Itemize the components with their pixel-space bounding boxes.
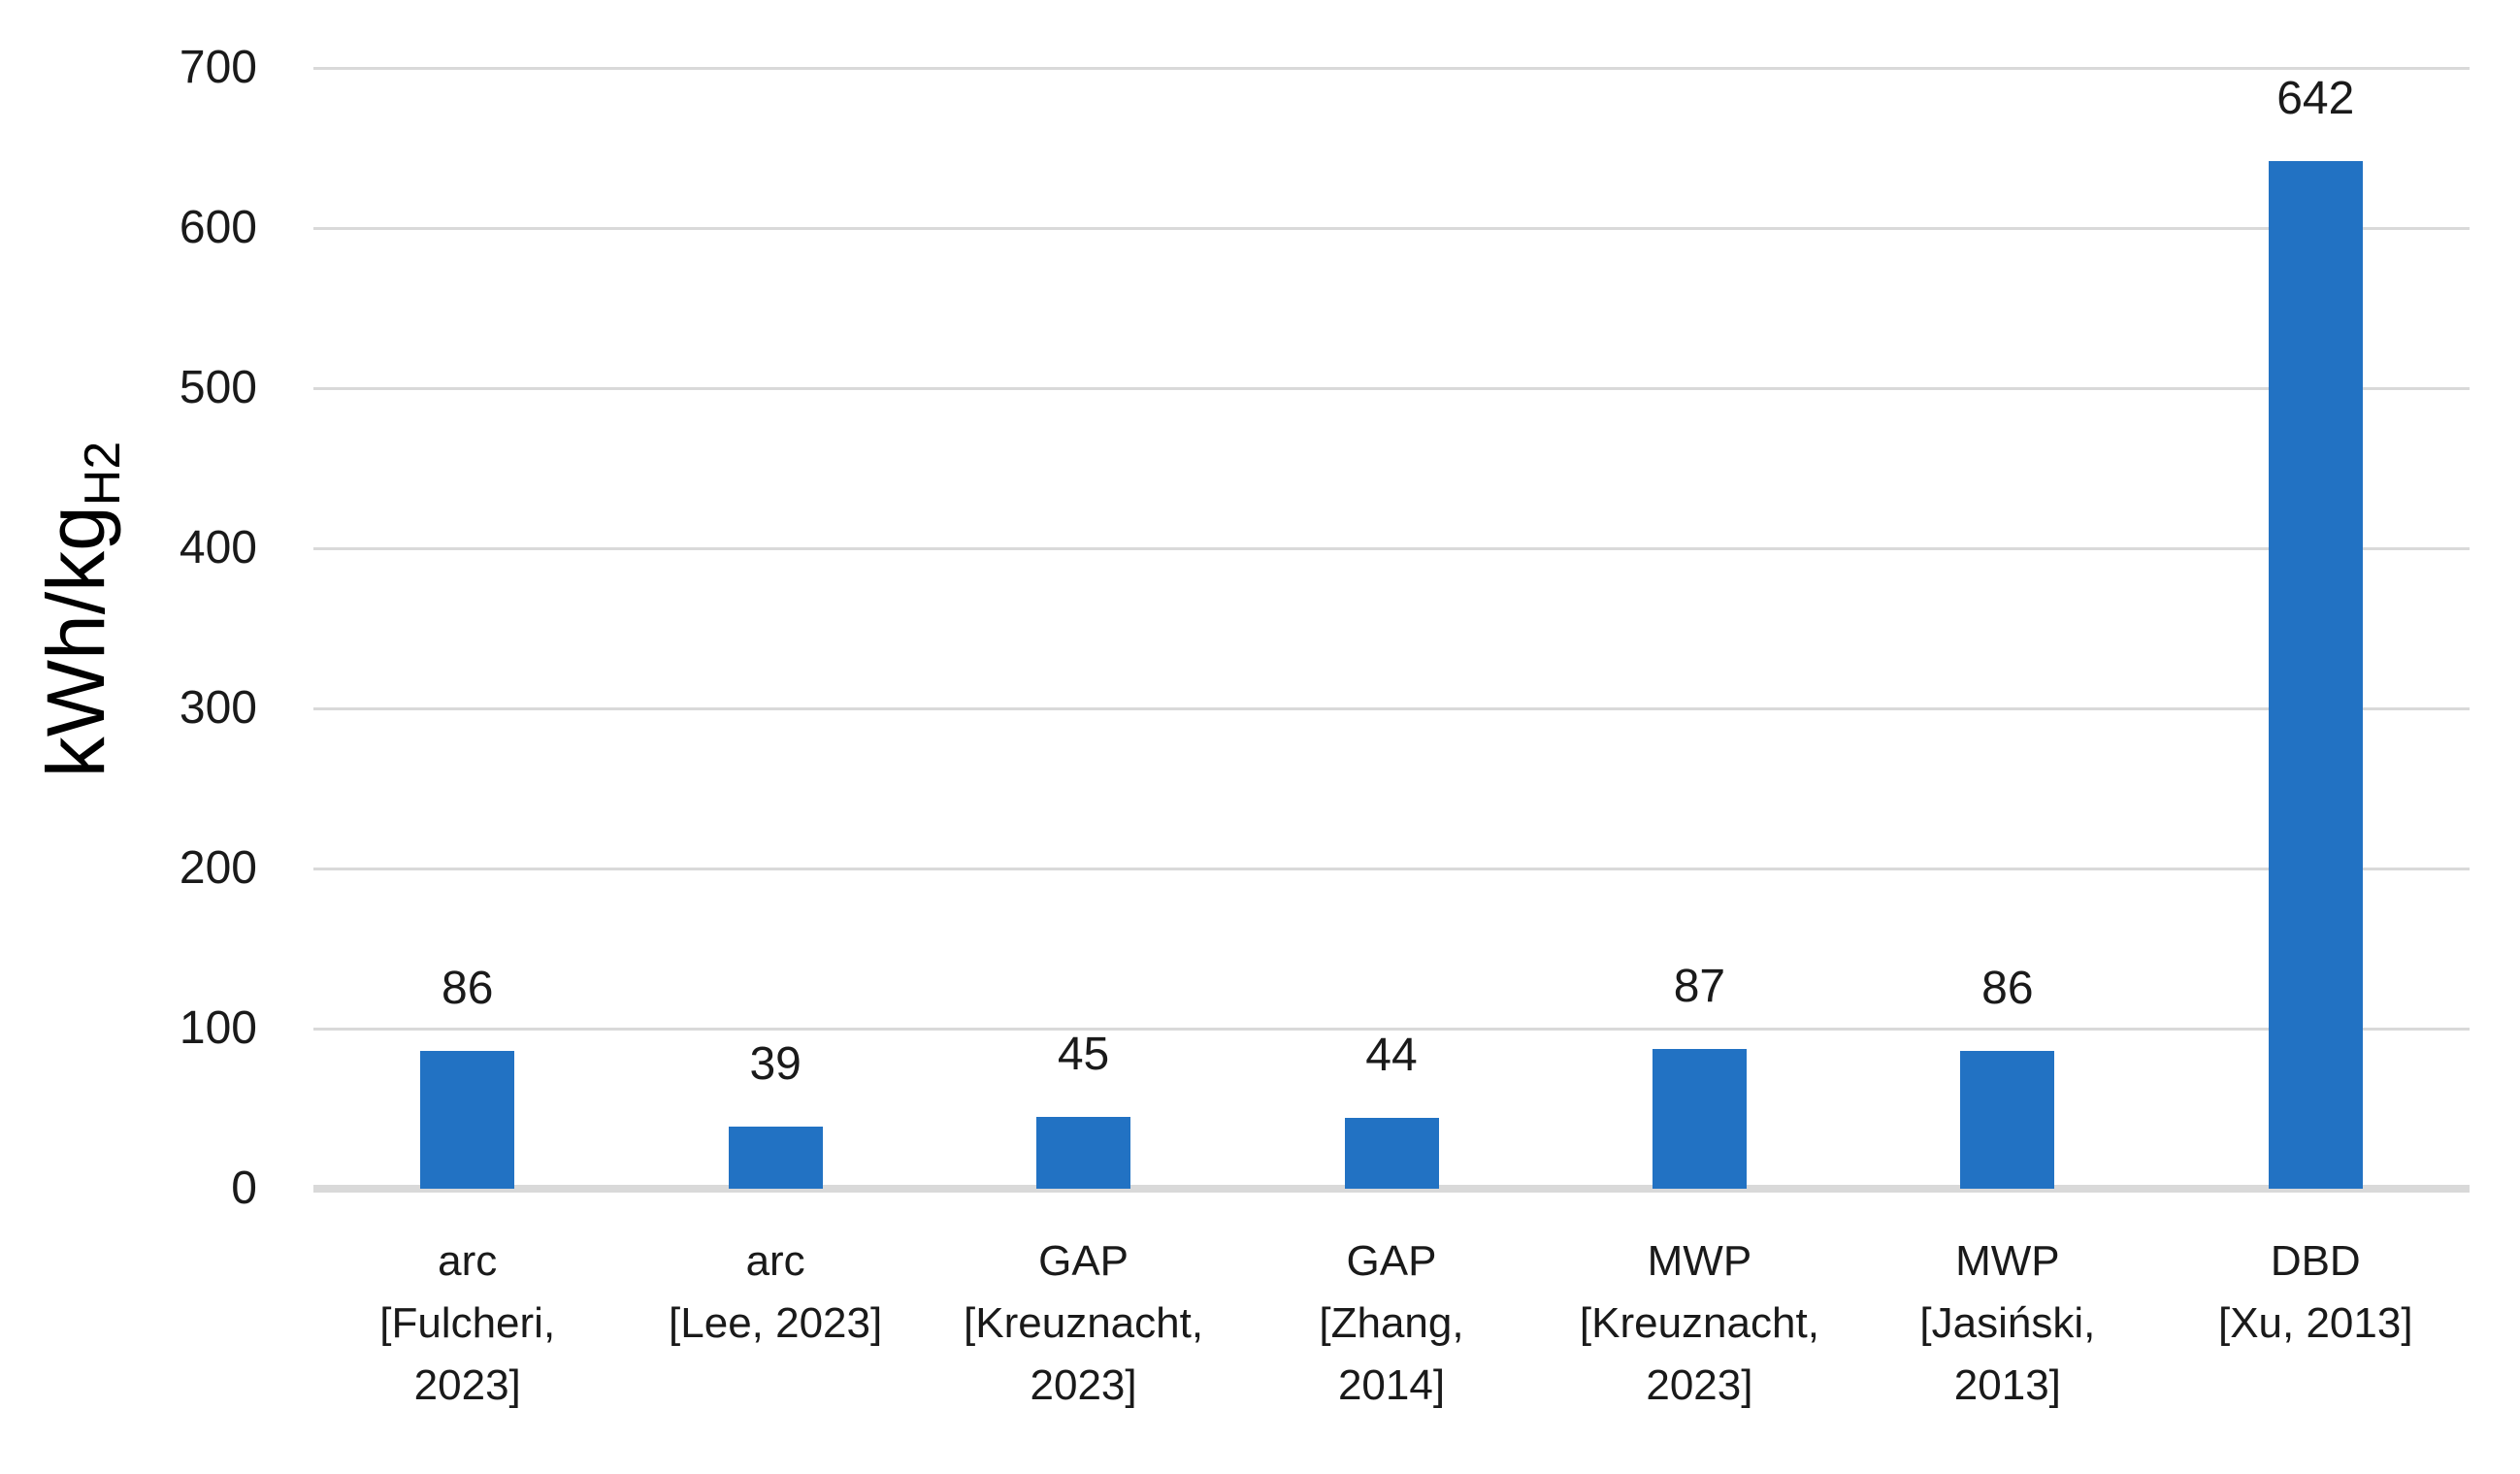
gridline bbox=[313, 546, 2470, 550]
category-label: DBD [Xu, 2013] bbox=[2217, 1237, 2413, 1347]
y-tick-label: 500 bbox=[179, 362, 257, 413]
gridline bbox=[313, 867, 2470, 870]
value-label: 45 bbox=[1057, 1028, 1110, 1080]
gridline bbox=[313, 706, 2470, 710]
category-label: arc [Lee, 2023] bbox=[669, 1237, 883, 1347]
bar bbox=[1960, 1051, 2055, 1189]
gridline bbox=[313, 386, 2470, 390]
bar bbox=[1652, 1049, 1747, 1189]
gridline bbox=[313, 226, 2470, 230]
bar bbox=[2268, 160, 2363, 1189]
category-label: MWP [Jasiński, 2013] bbox=[1919, 1237, 2096, 1409]
y-tick-label: 400 bbox=[179, 522, 257, 573]
bar bbox=[728, 1126, 823, 1189]
y-tick-label: 200 bbox=[179, 842, 257, 894]
y-axis-title-subscript: H2 bbox=[75, 441, 131, 507]
y-tick-label: 300 bbox=[179, 682, 257, 734]
bar bbox=[1344, 1118, 1439, 1189]
y-tick-label: 100 bbox=[179, 1002, 257, 1054]
category-label: GAP [Zhang, 2014] bbox=[1319, 1237, 1464, 1409]
value-label: 87 bbox=[1673, 961, 1726, 1013]
value-label: 642 bbox=[2276, 72, 2355, 124]
category-label: MWP [Kreuznacht, 2023] bbox=[1579, 1237, 1819, 1409]
y-tick-label: 0 bbox=[231, 1163, 257, 1214]
value-label: 86 bbox=[442, 963, 494, 1015]
category-label: arc [Fulcheri, 2023] bbox=[379, 1237, 556, 1409]
category-label: GAP [Kreuznacht, 2023] bbox=[964, 1237, 1204, 1409]
value-label: 39 bbox=[749, 1037, 802, 1090]
y-tick-label: 700 bbox=[179, 42, 257, 93]
bar bbox=[1036, 1116, 1131, 1189]
value-label: 44 bbox=[1365, 1030, 1418, 1082]
value-label: 86 bbox=[1981, 963, 2034, 1015]
y-tick-label: 600 bbox=[179, 202, 257, 253]
gridline bbox=[313, 66, 2470, 70]
bar bbox=[420, 1051, 515, 1189]
